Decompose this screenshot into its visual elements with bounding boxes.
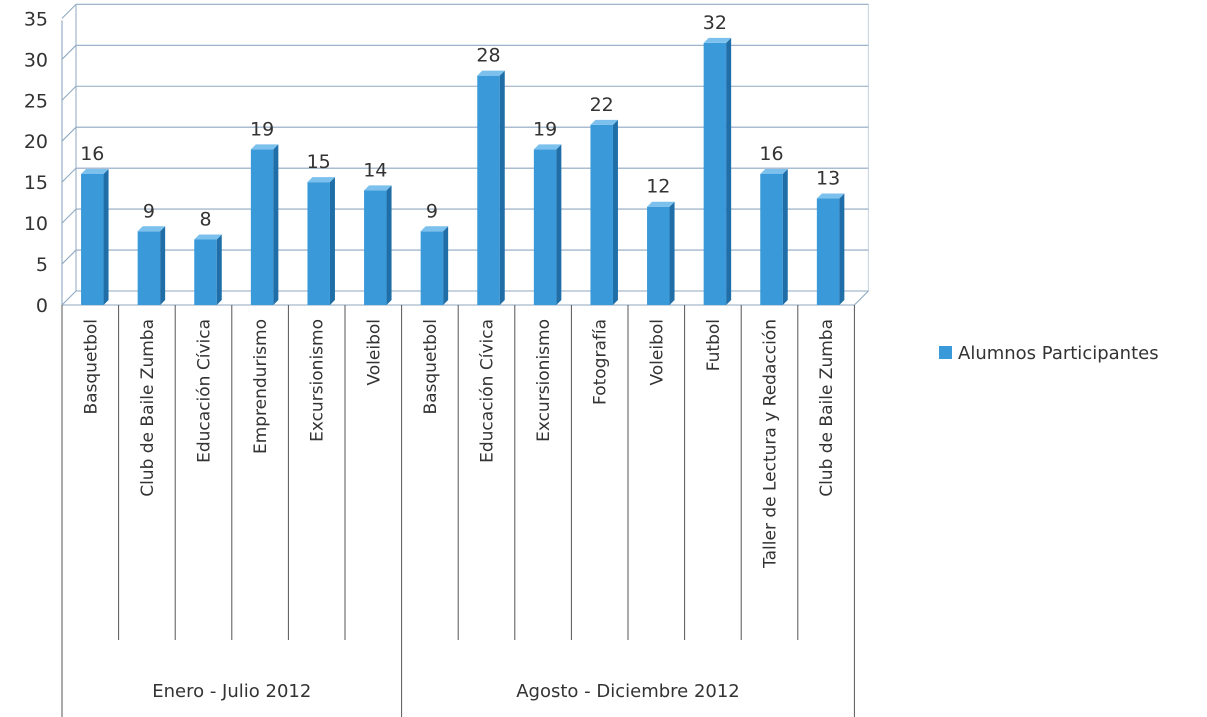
x-category-label: Voleibol	[647, 319, 667, 386]
bar-side	[556, 144, 561, 305]
gridline-depth	[62, 291, 76, 305]
data-label: 12	[646, 176, 670, 198]
bar-side	[500, 71, 505, 305]
gridline-depth	[62, 209, 76, 223]
bar	[307, 177, 335, 305]
gridline-depth	[62, 127, 76, 141]
bar-front	[534, 149, 557, 305]
bar-front	[477, 76, 500, 305]
bar-side	[613, 120, 618, 305]
bar	[477, 71, 505, 305]
bar-front	[704, 43, 727, 305]
bar	[138, 226, 166, 305]
y-tick-label: 0	[36, 295, 48, 317]
bar-front	[590, 125, 613, 305]
bar-front	[307, 182, 330, 305]
x-category-label: Fotografía	[591, 319, 611, 405]
bar-side	[839, 194, 844, 305]
bar-side	[330, 177, 335, 305]
x-category-label: Basquetbol	[81, 319, 101, 415]
y-tick-label: 35	[24, 8, 48, 30]
bar	[760, 169, 788, 305]
x-category-label: Basquetbol	[421, 319, 441, 415]
bar-side	[387, 185, 392, 305]
gridline-depth	[62, 168, 76, 182]
bar	[590, 120, 618, 305]
bar-side	[217, 234, 222, 305]
gridline-depth	[62, 86, 76, 100]
x-category-label: Taller de Lectura y Redacción	[761, 319, 781, 569]
y-tick-label: 5	[36, 254, 48, 276]
data-label: 14	[363, 159, 387, 181]
y-tick-label: 15	[24, 172, 48, 194]
y-tick-label: 10	[24, 213, 48, 235]
data-label: 13	[816, 168, 840, 190]
bar	[704, 38, 732, 305]
data-label: 28	[476, 45, 500, 67]
data-label: 32	[703, 12, 727, 34]
bar	[364, 185, 392, 305]
x-category-label: Club de Baile Zumba	[817, 319, 837, 497]
bar	[647, 202, 675, 305]
bar-front	[647, 207, 670, 305]
gridline-depth	[62, 4, 76, 18]
data-label: 8	[199, 208, 211, 230]
data-label: 16	[80, 143, 104, 165]
y-tick-label: 25	[24, 90, 48, 112]
bar	[421, 226, 449, 305]
data-label: 15	[307, 151, 331, 173]
x-category-label: Excursionismo	[534, 319, 554, 442]
bar	[817, 194, 845, 305]
y-tick-label: 30	[24, 49, 48, 71]
bar-side	[443, 226, 448, 305]
x-category-label: Excursionismo	[308, 319, 328, 442]
bar-side	[273, 144, 278, 305]
x-category-label: Voleibol	[364, 319, 384, 386]
x-group-label: Enero - Julio 2012	[152, 681, 311, 702]
x-category-label: Educación Cívica	[478, 319, 498, 463]
legend: Alumnos Participantes	[939, 343, 1159, 364]
gridline-depth	[62, 250, 76, 264]
bar-side	[160, 226, 165, 305]
legend-label: Alumnos Participantes	[958, 343, 1159, 364]
bar-side	[726, 38, 731, 305]
bar-front	[421, 231, 444, 305]
data-label: 9	[143, 200, 155, 222]
bar-side	[104, 169, 109, 305]
bar-side	[783, 169, 788, 305]
x-axis: Basquetbol Club de Baile Zumba Educación C…	[62, 305, 854, 717]
x-group-label: Agosto - Diciembre 2012	[516, 681, 740, 702]
data-label: 19	[250, 118, 274, 140]
bar-side	[670, 202, 675, 305]
floor-right-edge	[854, 291, 868, 305]
data-label: 22	[590, 94, 614, 116]
y-axis: 0 5 10 15 20 25 30 35	[24, 8, 62, 317]
data-label: 16	[759, 143, 783, 165]
bar	[194, 234, 222, 305]
data-label: 9	[426, 200, 438, 222]
legend-swatch	[939, 346, 952, 359]
bar-front	[251, 149, 274, 305]
bar-front	[194, 239, 217, 305]
x-category-label: Futbol	[704, 319, 724, 371]
bar-front	[364, 190, 387, 305]
y-tick-label: 20	[24, 131, 48, 153]
x-category-label: Emprendurismo	[251, 319, 271, 454]
bars	[81, 38, 844, 305]
x-category-label: Educación Cívica	[195, 319, 215, 463]
bar	[81, 169, 109, 305]
data-label: 19	[533, 118, 557, 140]
gridlines	[62, 4, 868, 305]
bar-front	[760, 174, 783, 305]
bar-front	[138, 231, 161, 305]
gridline-depth	[62, 45, 76, 59]
bar-front	[817, 199, 840, 305]
bar-front	[81, 174, 104, 305]
bar	[251, 144, 279, 305]
x-category-label: Club de Baile Zumba	[138, 319, 158, 497]
bar	[534, 144, 562, 305]
